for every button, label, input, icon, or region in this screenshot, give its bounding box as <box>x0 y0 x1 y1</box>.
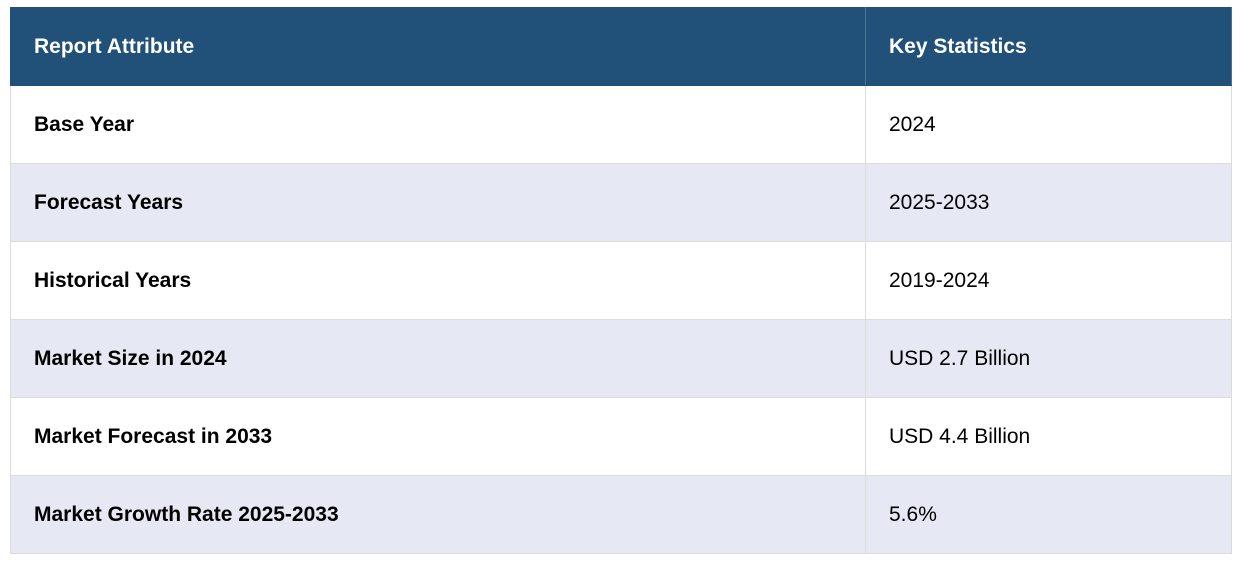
attribute-cell: Forecast Years <box>10 163 866 242</box>
table-row: Market Size in 2024 USD 2.7 Billion <box>10 319 1232 398</box>
value-cell: 5.6% <box>865 475 1232 554</box>
value-cell: 2024 <box>865 85 1232 164</box>
attribute-cell: Market Forecast in 2033 <box>10 397 866 476</box>
value-cell: USD 4.4 Billion <box>865 397 1232 476</box>
header-row: Report Attribute Key Statistics <box>10 7 1232 86</box>
attribute-cell: Market Growth Rate 2025-2033 <box>10 475 866 554</box>
statistics-table: Report Attribute Key Statistics Base Year… <box>10 7 1232 554</box>
value-cell: 2025-2033 <box>865 163 1232 242</box>
table-row: Historical Years 2019-2024 <box>10 241 1232 320</box>
table-row: Forecast Years 2025-2033 <box>10 163 1232 242</box>
table-row: Market Growth Rate 2025-2033 5.6% <box>10 475 1232 554</box>
header-cell: Key Statistics <box>865 7 1232 86</box>
table-row: Market Forecast in 2033 USD 4.4 Billion <box>10 397 1232 476</box>
table-row: Base Year 2024 <box>10 85 1232 164</box>
attribute-cell: Market Size in 2024 <box>10 319 866 398</box>
value-cell: USD 2.7 Billion <box>865 319 1232 398</box>
attribute-cell: Historical Years <box>10 241 866 320</box>
value-cell: 2019-2024 <box>865 241 1232 320</box>
attribute-cell: Base Year <box>10 85 866 164</box>
header-cell: Report Attribute <box>10 7 866 86</box>
